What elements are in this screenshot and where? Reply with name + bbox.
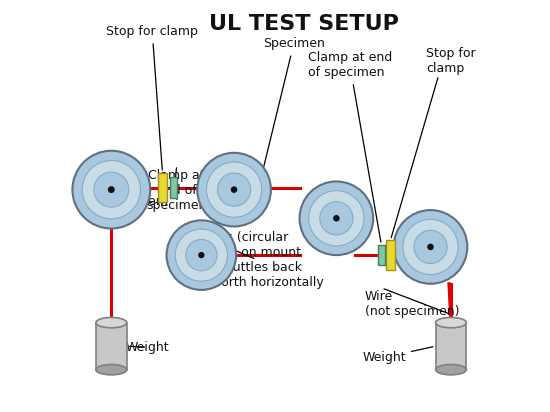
Circle shape bbox=[320, 202, 353, 235]
Circle shape bbox=[186, 239, 217, 271]
Circle shape bbox=[394, 210, 468, 284]
Text: Clamp at
end of
specimen: Clamp at end of specimen bbox=[147, 169, 207, 212]
Circle shape bbox=[428, 244, 433, 250]
Circle shape bbox=[197, 153, 271, 227]
Circle shape bbox=[167, 220, 236, 290]
Ellipse shape bbox=[436, 318, 466, 328]
Circle shape bbox=[108, 187, 114, 192]
Ellipse shape bbox=[436, 365, 466, 375]
Circle shape bbox=[206, 162, 262, 217]
Text: UL TEST SETUP: UL TEST SETUP bbox=[208, 14, 399, 34]
Text: Weight: Weight bbox=[125, 341, 169, 353]
Text: Stop for
clamp: Stop for clamp bbox=[426, 47, 476, 75]
Text: Wire
(not specimen): Wire (not specimen) bbox=[365, 290, 460, 318]
Text: Stop for clamp: Stop for clamp bbox=[106, 25, 198, 170]
Text: Clamp at end
of specimen: Clamp at end of specimen bbox=[308, 51, 392, 242]
Bar bbox=[386, 240, 395, 270]
Text: Pulleys (circular
groove) on mount
that shuttles back
and forth horizontally: Pulleys (circular groove) on mount that … bbox=[189, 231, 324, 288]
Bar bbox=[436, 323, 466, 370]
Circle shape bbox=[175, 229, 228, 281]
Ellipse shape bbox=[96, 365, 126, 375]
Circle shape bbox=[232, 187, 236, 192]
Circle shape bbox=[334, 216, 339, 221]
Bar bbox=[378, 245, 384, 265]
Circle shape bbox=[300, 181, 373, 255]
Bar bbox=[158, 173, 167, 202]
Circle shape bbox=[94, 172, 129, 207]
Text: Wire
(not specimen): Wire (not specimen) bbox=[74, 180, 169, 208]
Circle shape bbox=[73, 151, 150, 229]
Circle shape bbox=[414, 230, 447, 264]
Circle shape bbox=[403, 219, 458, 274]
Circle shape bbox=[199, 253, 204, 258]
Ellipse shape bbox=[96, 318, 126, 328]
Circle shape bbox=[82, 161, 140, 219]
Bar bbox=[170, 177, 177, 198]
Bar bbox=[96, 323, 126, 370]
Text: Specimen: Specimen bbox=[259, 37, 324, 185]
Circle shape bbox=[309, 191, 364, 246]
Text: Weight: Weight bbox=[362, 347, 433, 364]
Circle shape bbox=[217, 173, 251, 206]
